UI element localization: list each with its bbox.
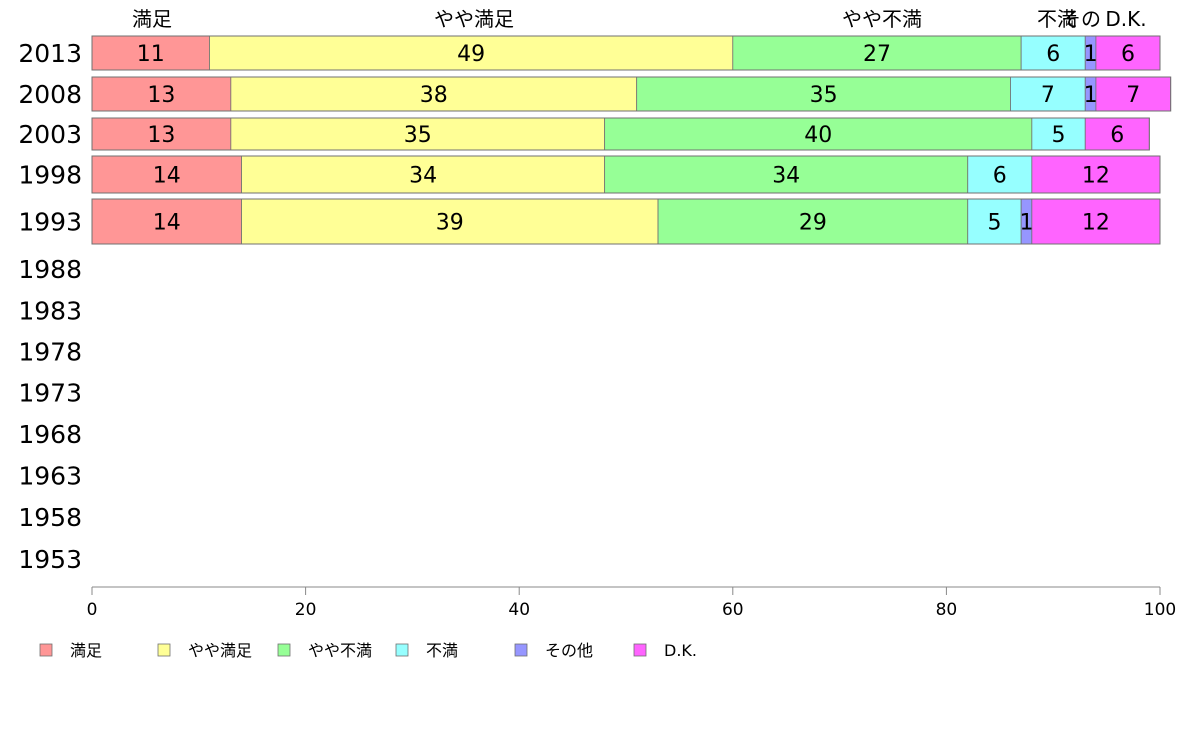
segment-label-2013-2: 27 (863, 42, 891, 67)
segment-label-2013-3: 6 (1046, 42, 1060, 67)
legend-swatch-2 (277, 643, 291, 657)
segment-label-1993-2: 29 (799, 211, 827, 236)
segment-label-1998-1: 34 (409, 164, 437, 189)
segment-label-2013-5: 6 (1121, 42, 1135, 67)
segment-label-1993-1: 39 (436, 211, 464, 236)
bar-segment-1993-1 (241, 198, 659, 245)
x-tick-label-20: 20 (295, 600, 317, 620)
legend-swatch-3 (395, 643, 409, 657)
segment-label-2008-2: 35 (810, 83, 838, 108)
x-tick-label-100: 100 (1144, 600, 1176, 620)
year-label-1958: 1958 (18, 503, 82, 532)
year-label-1953: 1953 (18, 545, 82, 574)
bar-segment-2008-1 (230, 76, 638, 112)
column-label-2: やや不満 (842, 7, 922, 31)
segment-label-2003-0: 13 (147, 123, 175, 148)
column-label-1: やや満足 (434, 7, 514, 31)
year-label-1963: 1963 (18, 462, 82, 491)
segment-label-2008-4: 1 (1084, 83, 1098, 108)
year-label-1968: 1968 (18, 420, 82, 449)
segment-label-1998-3: 6 (993, 164, 1007, 189)
segment-label-1993-5: 12 (1082, 211, 1110, 236)
year-label-1993: 1993 (18, 208, 82, 237)
year-label-2008: 2008 (18, 80, 82, 109)
segment-label-1998-0: 14 (153, 164, 181, 189)
bar-outline-2008 (91, 76, 1172, 112)
x-tick-label-40: 40 (508, 600, 530, 620)
x-axis: 0 20 40 60 80 100 (87, 586, 1176, 620)
legend-label-1: やや満足 (188, 641, 252, 660)
bar-outline-1993 (91, 198, 1161, 245)
legend-label-4: その他 (545, 641, 593, 660)
legend-swatch-5 (633, 643, 647, 657)
year-label-1988: 1988 (18, 255, 82, 284)
legend-label-3: 不満 (426, 641, 458, 660)
year-label-1998: 1998 (18, 161, 82, 190)
segment-label-1998-2: 34 (772, 164, 800, 189)
year-axis-labels: 2013 2008 2003 1998 1993 1988 1983 1978 1973 1968… (18, 39, 82, 574)
year-label-1978: 1978 (18, 338, 82, 367)
segment-label-1993-3: 5 (987, 211, 1001, 236)
legend-swatch-0 (39, 643, 53, 657)
segment-label-2008-5: 7 (1126, 83, 1140, 108)
legend-swatch-4 (514, 643, 528, 657)
bar-outline-2013 (91, 35, 1161, 71)
legend-label-2: やや不満 (308, 641, 372, 660)
bar-segment-2003-2 (604, 117, 1033, 151)
year-label-1973: 1973 (18, 379, 82, 408)
legend-label-0: 満足 (70, 641, 102, 660)
x-tick-label-80: 80 (936, 600, 958, 620)
segment-label-2003-1: 35 (404, 123, 432, 148)
bar-segment-1998-5 (1031, 155, 1161, 194)
segment-label-2013-4: 1 (1084, 42, 1098, 67)
segment-label-1993-0: 14 (153, 211, 181, 236)
legend: 満足 やや満足 やや不満 不満 その他 D.K. (39, 641, 697, 660)
year-label-1983: 1983 (18, 297, 82, 326)
bar-segment-1993-0 (91, 198, 242, 245)
segment-label-1998-5: 12 (1082, 164, 1110, 189)
year-label-2013: 2013 (18, 39, 82, 68)
bar-segment-2008-2 (636, 76, 1011, 112)
bar-segment-2008-0 (91, 76, 232, 112)
bar-segment-2013-0 (91, 35, 210, 71)
year-label-2003: 2003 (18, 120, 82, 149)
bar-segment-1998-0 (91, 155, 242, 194)
segment-label-2008-1: 38 (420, 83, 448, 108)
column-label-3: 不満 (1037, 7, 1077, 31)
column-label-5: D.K. (1105, 7, 1146, 31)
segment-label-2013-0: 11 (137, 42, 165, 67)
legend-swatch-1 (157, 643, 171, 657)
bar-segment-1993-2 (657, 198, 969, 245)
segment-label-2013-1: 49 (457, 42, 485, 67)
segment-label-1993-4: 1 (1020, 211, 1034, 236)
legend-label-5: D.K. (664, 641, 697, 660)
column-label-0: 満足 (132, 7, 172, 31)
bar-outline-1998 (91, 155, 1161, 194)
segment-label-2003-5: 6 (1110, 123, 1124, 148)
segment-label-2008-3: 7 (1041, 83, 1055, 108)
bar-outline-2003 (91, 117, 1150, 151)
segment-label-2003-3: 5 (1052, 123, 1066, 148)
bar-segment-2013-2 (732, 35, 1022, 71)
x-tick-label-0: 0 (87, 600, 98, 620)
segment-label-2008-0: 13 (147, 83, 175, 108)
bar-segment-1993-5 (1031, 198, 1161, 245)
segment-label-2003-2: 40 (804, 123, 832, 148)
bar-segment-2003-5 (1084, 117, 1150, 151)
column-label-4: その (1061, 7, 1101, 31)
bar-segment-1993-3 (967, 198, 1022, 245)
x-tick-label-60: 60 (722, 600, 744, 620)
